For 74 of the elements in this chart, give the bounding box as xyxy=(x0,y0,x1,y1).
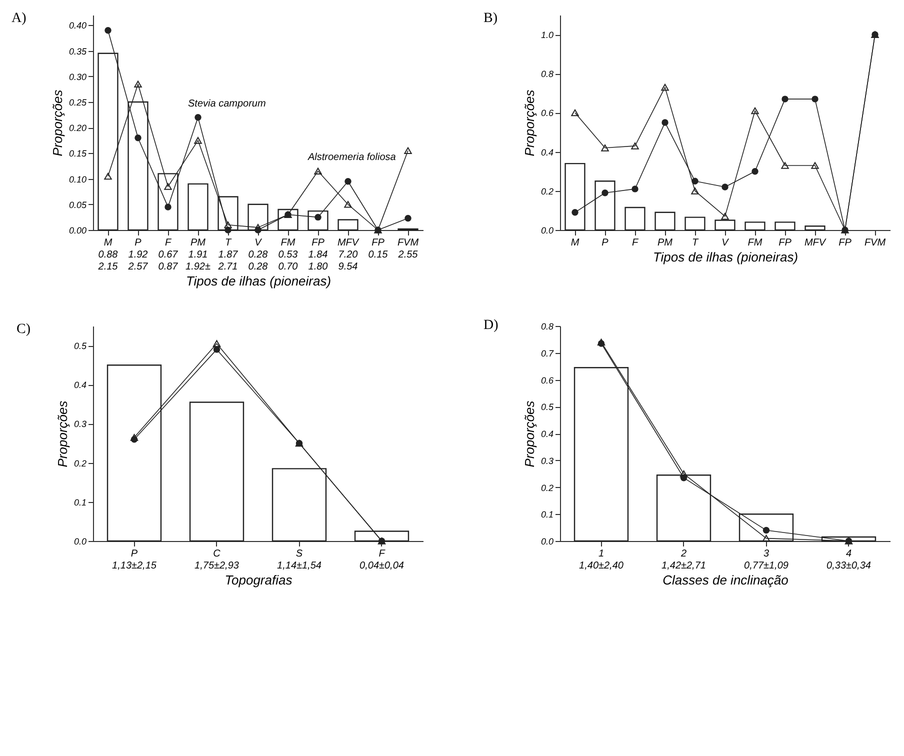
y-tick-label: 0.4 xyxy=(540,429,554,439)
x-tick-label: V xyxy=(722,238,730,248)
y-axis-title: Proporções xyxy=(50,89,65,156)
y-axis-title: Proporções xyxy=(522,89,537,156)
y-tick-label: 0.2 xyxy=(540,186,554,196)
x-tick-label: FM xyxy=(748,238,763,248)
x-tick-label: PM 1.91 1.92± xyxy=(186,238,211,272)
chart-title: C) xyxy=(16,322,31,337)
x-tick-label: FP xyxy=(838,238,852,248)
y-tick-label: 0.4 xyxy=(540,147,554,158)
y-tick-label: 0.1 xyxy=(540,510,554,520)
y-tick-label: 0.5 xyxy=(74,341,88,352)
x-tick-label: S 1,14±1,54 xyxy=(277,548,322,572)
x-tick-label: MFV 7.20 9.54 xyxy=(337,238,360,272)
x-tick-label: FP 0.15 xyxy=(368,238,388,260)
x-axis-title: Classes de inclinação xyxy=(662,572,788,588)
annotation: Alstroemeria foliosa xyxy=(307,152,396,164)
x-tick-label: M 0.88 2.15 xyxy=(97,238,118,272)
y-axis-title: Proporções xyxy=(54,400,70,468)
y-tick-label: 0.3 xyxy=(540,456,554,466)
y-tick-label: 0.05 xyxy=(68,200,88,210)
y-tick-label: 0.10 xyxy=(68,174,86,184)
y-tick-label: 0.25 xyxy=(68,98,88,108)
x-tick-label: FVM xyxy=(864,238,886,248)
y-tick-label: 0.7 xyxy=(540,348,554,358)
y-tick-label: 0.5 xyxy=(540,402,554,412)
x-tick-label: F 0,04±0,04 xyxy=(360,548,404,572)
y-tick-label: 0.0 xyxy=(74,536,86,546)
x-tick-label: PM xyxy=(658,238,674,248)
y-tick-label: 0.30 xyxy=(68,72,86,82)
y-tick-label: 0.20 xyxy=(68,123,86,134)
x-axis-title: Tipos de ilhas (pioneiras) xyxy=(186,274,332,288)
x-tick-label: 4 0,33±0,34 xyxy=(826,548,872,572)
x-tick-label: T xyxy=(692,238,699,248)
y-tick-label: 0.40 xyxy=(68,20,86,31)
y-tick-label: 0.3 xyxy=(74,419,86,430)
x-tick-label: 1 1,40±2,40 xyxy=(579,548,624,572)
x-tick-label: V 0.28 0.28 xyxy=(248,238,268,272)
y-tick-label: 0.35 xyxy=(68,46,88,56)
y-tick-label: 0.6 xyxy=(540,375,554,386)
y-tick-label: 0.15 xyxy=(68,148,88,159)
x-tick-label: F 0.67 0.87 xyxy=(158,238,178,272)
chart-title: B) xyxy=(483,11,498,26)
x-tick-label: FP xyxy=(778,238,792,248)
x-tick-label: C 1,75±2,93 xyxy=(194,548,240,572)
x-tick-label: 3 0,77±1,09 xyxy=(744,548,789,572)
y-tick-label: 0.8 xyxy=(540,69,554,80)
y-tick-label: 0.0 xyxy=(540,536,554,546)
chart-title: D) xyxy=(483,318,499,333)
x-tick-label: T 1.87 2.71 xyxy=(217,238,238,272)
x-axis-title: Topografias xyxy=(224,572,293,588)
x-tick-label: MFV xyxy=(804,238,827,248)
y-tick-label: 0.4 xyxy=(74,380,86,390)
x-tick-label: 2 1,42±2,71 xyxy=(662,548,706,572)
y-tick-label: 0.8 xyxy=(540,322,554,332)
x-tick-label: P 1.92 2.57 xyxy=(127,238,148,272)
x-tick-label: FM 0.53 0.70 xyxy=(278,238,298,272)
chart-title: A) xyxy=(11,11,27,26)
y-tick-label: 0.2 xyxy=(540,482,554,493)
y-tick-label: 0.6 xyxy=(540,108,554,118)
y-tick-label: 0.00 xyxy=(68,226,86,236)
y-tick-label: 0.0 xyxy=(540,226,554,236)
x-tick-label: P 1,13±2,15 xyxy=(112,548,157,572)
x-tick-label: P xyxy=(602,238,609,248)
y-tick-label: 0.2 xyxy=(74,458,86,468)
annotation: Stevia camporum xyxy=(188,98,266,110)
y-axis-title: Proporções xyxy=(522,400,537,468)
y-tick-label: 1.0 xyxy=(540,30,554,40)
x-tick-label: M xyxy=(570,238,580,248)
x-tick-label: FP 1.84 1.80 xyxy=(308,238,328,272)
x-tick-label: F xyxy=(632,238,639,248)
x-axis-title: Tipos de ilhas (pioneiras) xyxy=(652,250,798,264)
y-tick-label: 0.1 xyxy=(74,497,86,508)
x-tick-label: FVM 2.55 xyxy=(397,238,420,260)
